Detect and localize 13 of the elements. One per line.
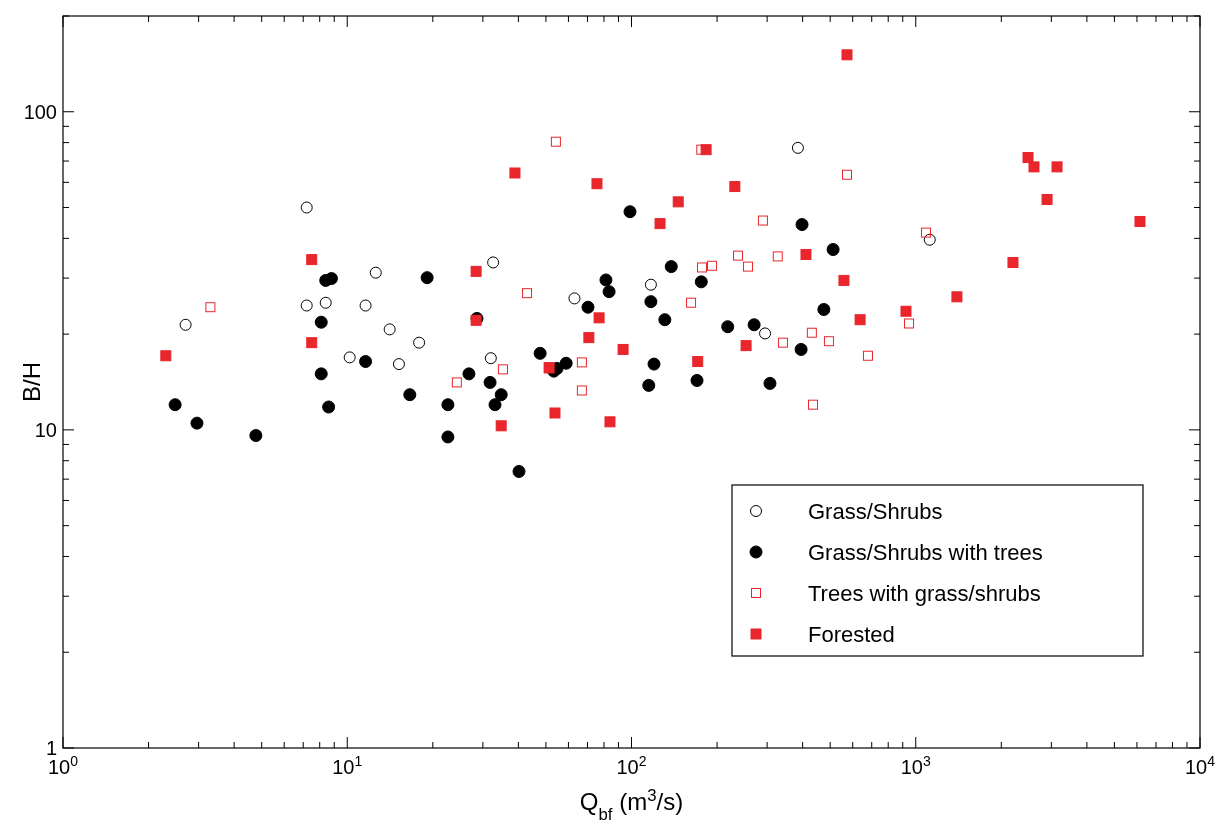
legend-label: Trees with grass/shrubs	[808, 581, 1041, 606]
y-tick-label: 100	[23, 100, 57, 123]
y-axis-title: B/H	[18, 361, 45, 403]
legend-label: Forested	[808, 622, 895, 647]
legend-label: Grass/Shrubs with trees	[808, 540, 1043, 565]
x-axis-title: Q$_{bf}$ (m$^{3}$/s)	[579, 785, 684, 824]
x-tick-label: 10$^{2}$	[616, 753, 647, 778]
x-tick-label: 10$^{4}$	[1184, 753, 1216, 778]
x-tick-label: 10$^{1}$	[332, 753, 363, 778]
x-tick-label: 10$^{3}$	[900, 753, 931, 778]
y-tick-label: 10	[34, 418, 57, 441]
legend-label: Grass/Shrubs	[808, 499, 943, 524]
y-tick-label: 1	[45, 737, 57, 759]
